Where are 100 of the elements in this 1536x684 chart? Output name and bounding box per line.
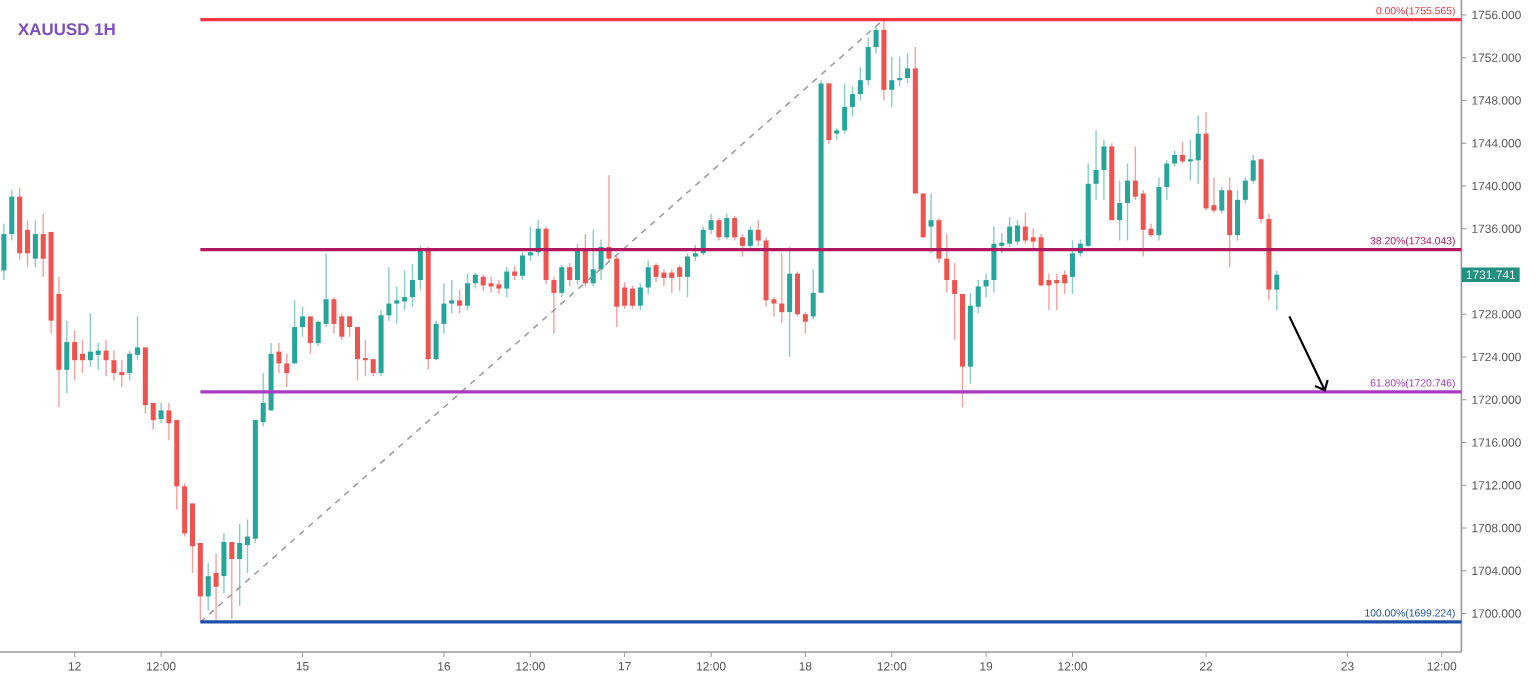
candlestick xyxy=(684,252,691,298)
candlestick xyxy=(111,349,117,382)
candlestick xyxy=(1242,176,1248,204)
candlestick xyxy=(72,329,78,382)
candlestick xyxy=(158,402,164,424)
candlestick xyxy=(1069,239,1076,295)
candlestick xyxy=(802,311,808,335)
candlestick xyxy=(928,192,934,255)
candlestick xyxy=(952,262,958,341)
candlestick xyxy=(645,260,651,295)
candlestick xyxy=(299,306,306,338)
candlestick xyxy=(739,233,746,258)
candlestick xyxy=(983,272,989,298)
candlestick xyxy=(677,264,683,292)
candlestick xyxy=(629,284,636,310)
candlestick xyxy=(519,251,526,281)
candlestick xyxy=(1195,114,1201,185)
candlestick xyxy=(32,219,38,268)
candlestick xyxy=(1187,139,1193,182)
candlestick xyxy=(842,82,848,135)
candlestick xyxy=(1101,139,1107,201)
candlestick xyxy=(307,315,313,355)
candlestick xyxy=(119,359,125,388)
candlestick xyxy=(794,270,801,318)
candlestick xyxy=(449,279,455,314)
candlestick xyxy=(787,246,793,358)
candlestick xyxy=(551,276,557,335)
candlestick xyxy=(590,229,596,288)
candlestick xyxy=(1219,186,1225,215)
candlestick xyxy=(213,552,219,621)
candlestick xyxy=(237,523,243,607)
candlestick xyxy=(1179,141,1186,165)
candlestick xyxy=(1234,189,1241,242)
candlestick xyxy=(857,66,863,102)
candlestick xyxy=(87,312,93,368)
candlestick xyxy=(347,315,353,338)
candlestick xyxy=(873,26,879,55)
candlestick xyxy=(205,562,211,612)
candlestick xyxy=(716,217,722,242)
candlestick xyxy=(1007,216,1013,248)
candlestick xyxy=(1022,212,1028,245)
candlestick xyxy=(779,252,785,324)
candlestick xyxy=(276,342,282,374)
candlestick xyxy=(354,326,361,382)
candlestick xyxy=(1093,129,1099,201)
candlestick xyxy=(755,219,761,247)
candlestick xyxy=(409,263,416,308)
candlestick xyxy=(457,288,463,314)
candlestick xyxy=(488,276,494,294)
candlestick xyxy=(865,36,871,87)
text: XAUUSD 1H xyxy=(18,23,115,36)
candlestick xyxy=(1140,189,1146,258)
candlestick xyxy=(708,213,714,235)
candlestick xyxy=(221,532,227,594)
candlestick xyxy=(1227,176,1233,268)
candlestick xyxy=(417,245,423,291)
candlestick xyxy=(1164,159,1170,201)
candlestick xyxy=(441,282,447,335)
candlestick xyxy=(669,268,675,294)
candlestick xyxy=(637,282,643,311)
candlestick xyxy=(284,353,290,388)
candlestick xyxy=(504,266,510,298)
candlestick xyxy=(1062,269,1068,295)
candlestick xyxy=(464,272,471,311)
candlestick xyxy=(904,52,911,85)
candlestick xyxy=(810,268,816,321)
candlestick xyxy=(582,233,588,288)
candlestick xyxy=(496,279,502,295)
candlestick xyxy=(653,262,659,283)
candlestick xyxy=(732,215,738,242)
candlestick xyxy=(394,285,400,325)
candlestick xyxy=(402,269,408,311)
candlestick xyxy=(1117,179,1123,242)
candlestick xyxy=(292,299,298,365)
candlestick xyxy=(724,213,730,241)
candlestick xyxy=(936,217,942,264)
candlestick xyxy=(944,233,950,294)
candlestick xyxy=(889,55,895,108)
candlestick xyxy=(103,339,109,377)
candlestick xyxy=(331,296,337,335)
candlestick xyxy=(1124,162,1131,242)
candlestick xyxy=(95,342,101,371)
candlestick xyxy=(182,482,188,538)
candlestick xyxy=(1250,154,1256,185)
candlestick xyxy=(1054,272,1060,311)
candlestick xyxy=(79,339,86,374)
candlestick xyxy=(920,192,926,238)
candlestick xyxy=(127,349,133,382)
candlestick xyxy=(559,264,565,298)
candlestick xyxy=(229,541,235,620)
candlestick xyxy=(991,225,997,294)
candlestick xyxy=(567,262,573,288)
candlestick xyxy=(527,225,533,262)
candlestick xyxy=(897,55,903,88)
candlestick xyxy=(1,222,7,281)
candlestick xyxy=(849,85,856,118)
candlestick xyxy=(1274,269,1280,311)
candlestick xyxy=(9,189,15,242)
candlestick xyxy=(574,243,581,286)
candlestick xyxy=(661,268,667,288)
